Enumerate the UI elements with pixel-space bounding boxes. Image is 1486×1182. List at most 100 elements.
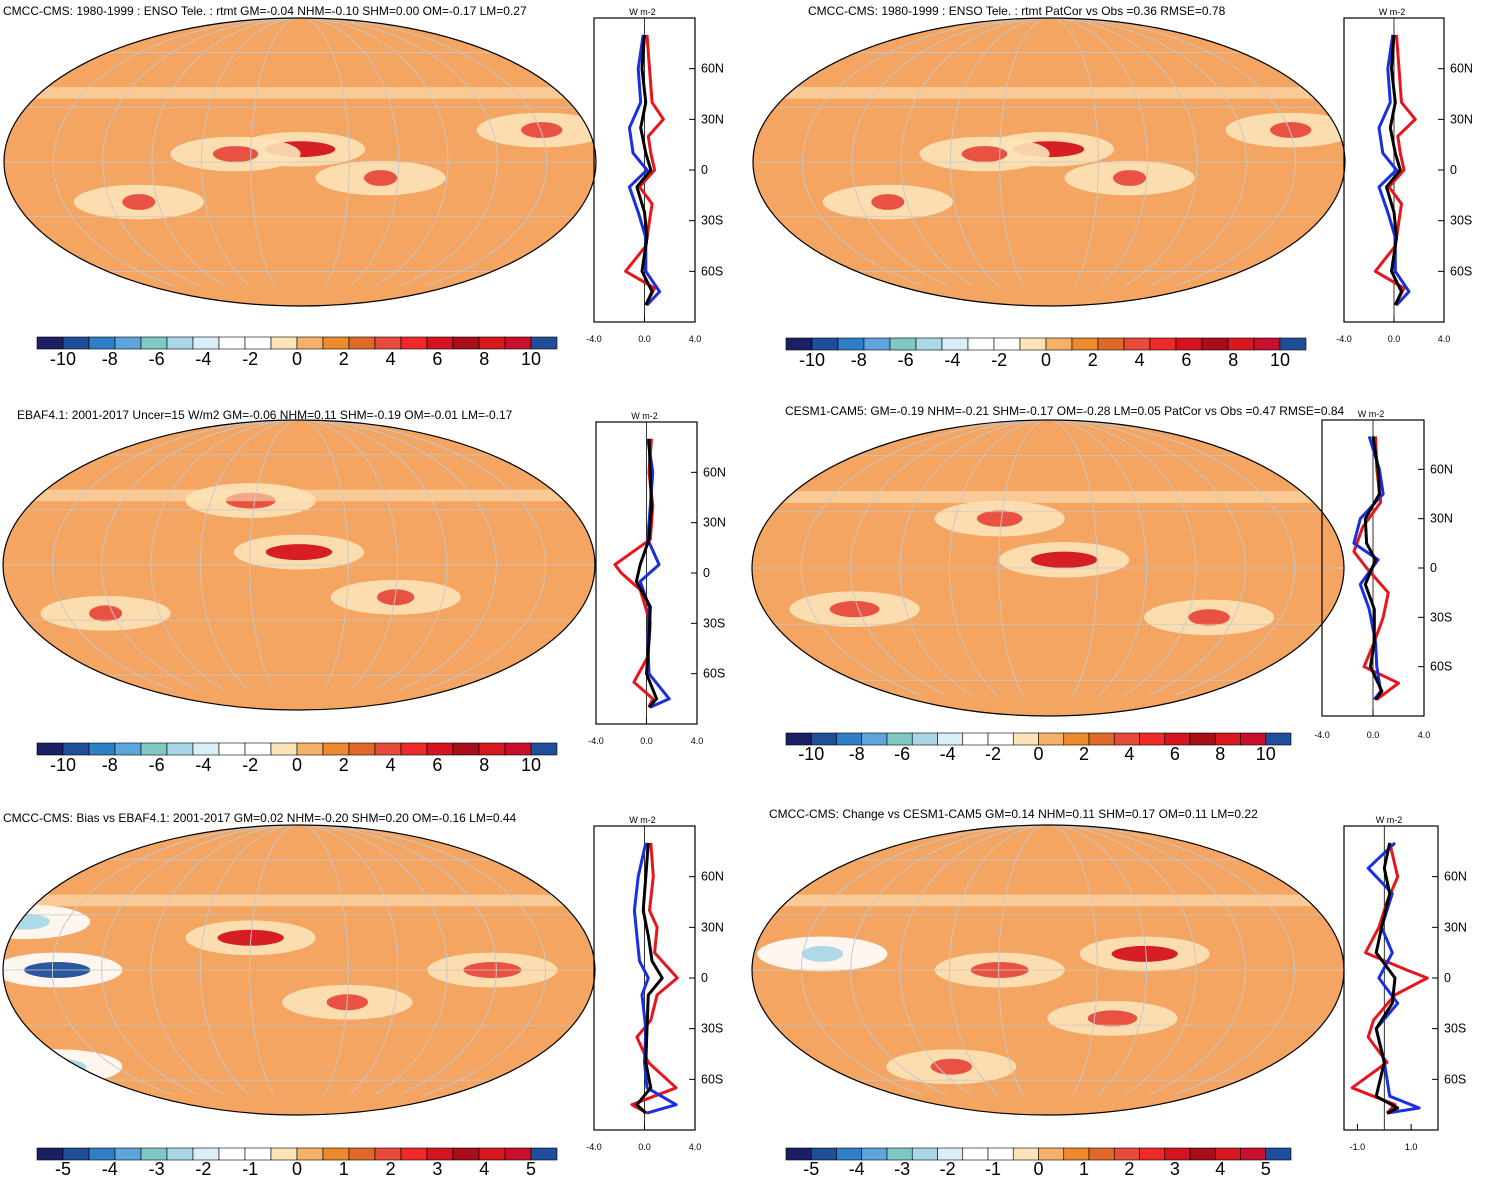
x-tick-label: -4.0	[586, 1142, 602, 1152]
colorbar-swatch	[1227, 337, 1255, 351]
field-anomaly	[122, 194, 156, 210]
map-border	[2, 824, 596, 1116]
colorbar-swatch	[218, 336, 246, 350]
colorbar-swatch	[1265, 732, 1292, 746]
colorbar-label: -6	[894, 744, 910, 764]
colorbar-swatch	[218, 1147, 246, 1161]
colorbar-label: -5	[55, 1159, 71, 1179]
colorbar-swatch	[1149, 337, 1177, 351]
graticule-lon	[249, 420, 349, 710]
profile-line-model	[632, 842, 678, 1115]
colorbar-swatch	[166, 336, 194, 350]
colorbar-label: -8	[102, 755, 118, 775]
lat-tick-label: 30S	[701, 1022, 723, 1036]
colorbar-swatch	[88, 336, 116, 350]
panel-p1: CMCC-CMS: 1980-1999 : ENSO Tele. : rtmt …	[3, 4, 724, 369]
colorbar-label: -10	[50, 755, 76, 775]
x-tick-label: -1.0	[1350, 1142, 1366, 1152]
x-tick-label: 4.0	[1438, 334, 1451, 344]
colorbar-label: -6	[149, 349, 165, 369]
colorbar: -10 -8 -6 -4 -2 0 2 4 6 8 10	[36, 336, 558, 369]
field-anomaly	[377, 589, 415, 606]
colorbar-label: 0	[292, 1159, 302, 1179]
colorbar-swatch	[218, 742, 246, 756]
map	[3, 825, 595, 1115]
colorbar-swatch	[426, 336, 454, 350]
colorbar-swatch	[941, 337, 969, 351]
field-anomaly	[1030, 551, 1098, 568]
colorbar-label: -4	[102, 1159, 118, 1179]
colorbar-label: -3	[149, 1159, 165, 1179]
zonal-profile: 60N 30N 0 30S 60S -4.0 0.0 4.0 W m-2	[1314, 409, 1453, 740]
colorbar-label: -8	[102, 349, 118, 369]
map-border	[2, 419, 596, 711]
graticule-lon	[851, 18, 1247, 306]
antarctica	[4, 285, 596, 306]
colorbar-swatch	[1175, 337, 1203, 351]
colorbar-label: 6	[1170, 744, 1180, 764]
lat-tick-label: 30N	[1444, 920, 1467, 934]
x-tick-label: 4.0	[1418, 730, 1431, 740]
colorbar-label: -2	[195, 1159, 211, 1179]
x-tick-label: 4.0	[689, 1142, 702, 1152]
lat-tick-label: 30N	[703, 516, 726, 530]
lat-tick-label: 30N	[1450, 112, 1473, 126]
profile-unit: W m-2	[1376, 815, 1403, 825]
colorbar-swatch	[530, 336, 558, 350]
colorbar-swatch	[911, 1147, 938, 1161]
colorbar-label: 4	[386, 349, 396, 369]
field-anomaly	[364, 170, 398, 186]
map	[4, 18, 596, 306]
colorbar-swatch	[322, 742, 350, 756]
field-anomaly	[521, 122, 563, 138]
graticule-lon	[800, 825, 1296, 1115]
colorbar-label: 2	[386, 1159, 396, 1179]
field-anomaly	[3, 913, 50, 930]
graticule-lon	[949, 18, 1149, 306]
colorbar-swatch	[785, 337, 813, 351]
colorbar-label: 2	[1079, 744, 1089, 764]
colorbar-label: 0	[1041, 350, 1051, 370]
colorbar-label: 5	[526, 1159, 536, 1179]
x-tick-label: 1.0	[1405, 1142, 1418, 1152]
colorbar-label: 3	[1170, 1159, 1180, 1179]
colorbar: -10 -8 -6 -4 -2 0 2 4 6 8 10	[36, 742, 558, 775]
colorbar-label: 10	[1270, 350, 1290, 370]
colorbar-swatch	[88, 742, 116, 756]
field-band	[753, 87, 1345, 99]
colorbar-swatch	[1201, 337, 1229, 351]
field-anomaly	[212, 146, 259, 162]
profile-unit: W m-2	[1358, 409, 1385, 419]
colorbar-label: 1	[1079, 1159, 1089, 1179]
panel-p4: CESM1-CAM5: GM=-0.19 NHM=-0.21 SHM=-0.17…	[751, 404, 1453, 764]
colorbar-label: -8	[849, 744, 865, 764]
graticule-lon	[250, 18, 350, 306]
panel-p2: CMCC-CMS: 1980-1999 : ENSO Tele. : rtmt …	[752, 4, 1473, 370]
x-tick-label: -4.0	[1314, 730, 1330, 740]
colorbar-label: -4	[940, 744, 956, 764]
graticule-lon	[801, 18, 1297, 306]
x-tick-label: 4.0	[691, 736, 704, 746]
x-tick-label: -4.0	[586, 334, 602, 344]
colorbar-label: 2	[1088, 350, 1098, 370]
colorbar-label: 4	[1135, 350, 1145, 370]
profile-line-mean	[1363, 436, 1384, 701]
lat-tick-label: 60S	[701, 264, 723, 278]
antarctica	[3, 689, 595, 710]
zonal-profile: 60N 30N 0 30S 60S -4.0 0.0 4.0 W m-2	[1336, 7, 1473, 344]
profile-line-mean	[1385, 34, 1403, 306]
field-anomaly	[871, 194, 905, 210]
lat-tick-label: 60N	[1444, 870, 1467, 884]
colorbar-swatch	[62, 742, 90, 756]
colorbar-swatch	[452, 336, 480, 350]
lat-tick-label: 0	[701, 971, 708, 985]
profile-unit: W m-2	[629, 815, 656, 825]
colorbar-label: -1	[985, 1159, 1001, 1179]
colorbar-swatch	[863, 337, 891, 351]
colorbar-swatch	[348, 742, 376, 756]
colorbar-swatch	[1019, 337, 1047, 351]
colorbar-swatch	[166, 742, 194, 756]
x-tick-label: 0.0	[638, 334, 651, 344]
graticule-lon	[101, 420, 497, 710]
